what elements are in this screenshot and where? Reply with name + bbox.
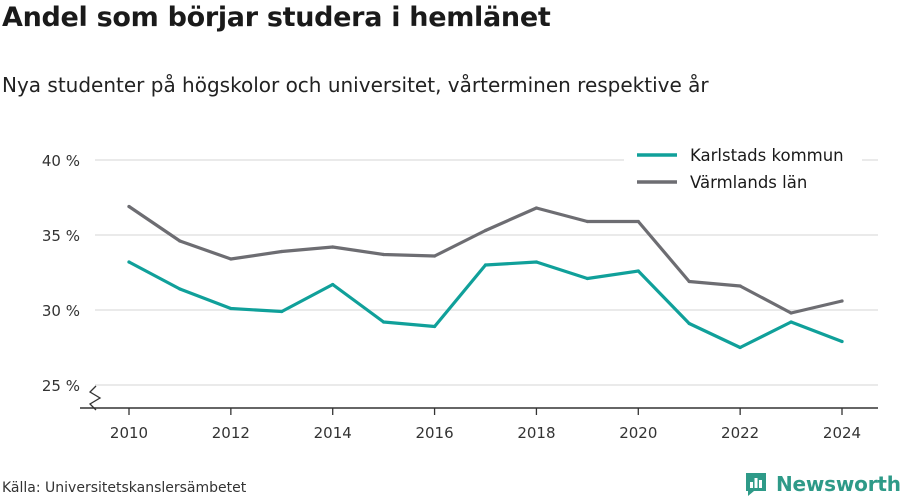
x-tick-label: 2018: [517, 424, 555, 442]
data-point: [280, 249, 284, 254]
x-tick-label: 2014: [314, 424, 352, 442]
data-point: [585, 219, 589, 224]
brand-name: Newsworthy: [776, 472, 900, 496]
data-point: [432, 324, 437, 329]
chart-title: Andel som börjar studera i hemlänet: [2, 2, 551, 33]
data-point: [229, 257, 233, 261]
data-point: [789, 311, 793, 315]
data-point: [483, 263, 488, 267]
data-point: [178, 239, 182, 243]
data-point: [738, 284, 742, 288]
legend-background: [624, 142, 862, 198]
legend: Karlstads kommun Värmlands län: [624, 142, 862, 198]
y-tick-label: 35 %: [42, 227, 80, 245]
data-point: [483, 228, 488, 233]
data-point: [840, 339, 844, 344]
axis-break-mark: [88, 385, 102, 411]
data-point: [840, 299, 844, 303]
legend-label: Värmlands län: [690, 173, 807, 192]
data-point: [382, 252, 386, 257]
data-point: [331, 282, 335, 287]
x-tick-label: 2016: [415, 424, 453, 442]
series-line-varmlands-lan: [127, 204, 844, 315]
data-point: [687, 321, 691, 326]
y-axis-tick-labels: 25 % 30 % 35 % 40 %: [42, 152, 80, 395]
y-tick-label: 25 %: [42, 377, 80, 395]
data-point: [585, 276, 589, 281]
data-point: [127, 204, 131, 209]
data-point: [534, 206, 539, 210]
data-point: [127, 260, 131, 264]
x-tick-label: 2022: [721, 424, 759, 442]
data-point: [280, 309, 284, 314]
series-line-karlstads-kommun: [127, 260, 844, 350]
data-point: [738, 345, 742, 350]
data-point: [229, 306, 233, 311]
y-tick-label: 30 %: [42, 302, 80, 320]
x-tick-label: 2010: [110, 424, 148, 442]
data-point: [432, 254, 437, 258]
brand-logo: Newsworthy: [744, 469, 900, 499]
data-point: [687, 279, 691, 284]
data-point: [331, 245, 335, 249]
data-point: [382, 320, 386, 324]
data-point: [534, 260, 539, 264]
series-lines: [127, 204, 844, 350]
x-tick-label: 2024: [823, 424, 861, 442]
chart-subtitle: Nya studenter på högskolor och universit…: [2, 73, 709, 97]
data-point: [636, 219, 640, 224]
data-point: [789, 320, 793, 324]
line-chart: 25 % 30 % 35 % 40 % 2010 2012 2014 2016 2018 202…: [41, 142, 878, 442]
x-tick-label: 2020: [619, 424, 657, 442]
x-tick-label: 2012: [212, 424, 250, 442]
data-point: [178, 287, 182, 291]
y-tick-label: 40 %: [42, 152, 80, 170]
data-point: [636, 269, 640, 273]
legend-label: Karlstads kommun: [690, 146, 844, 165]
source-note: Källa: Universitetskanslersämbetet: [2, 480, 247, 496]
bar-chart-speech-bubble-icon: [746, 473, 766, 496]
x-axis: 2010 2012 2014 2016 2018 2020 2022 2024: [80, 385, 878, 442]
